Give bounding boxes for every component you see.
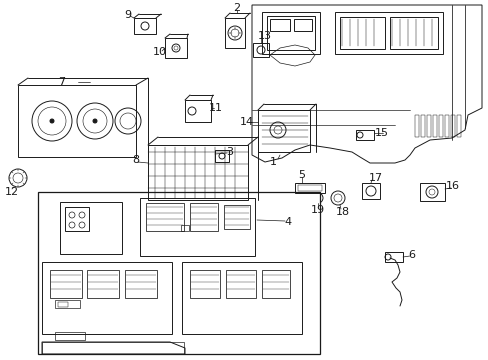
Bar — [252, 43, 268, 57]
Bar — [262, 270, 289, 298]
Bar — [419, 183, 444, 201]
Text: 7: 7 — [59, 77, 65, 87]
Bar — [426, 115, 430, 137]
Bar — [140, 198, 254, 256]
Bar — [184, 100, 210, 122]
Text: 2: 2 — [233, 3, 240, 13]
Bar — [182, 262, 302, 334]
Bar — [361, 183, 379, 199]
Text: 3: 3 — [226, 147, 233, 157]
Bar — [164, 38, 186, 58]
Bar — [215, 150, 228, 162]
Bar — [444, 115, 448, 137]
Bar — [125, 270, 157, 298]
Text: 19: 19 — [310, 205, 325, 215]
Bar — [65, 207, 89, 231]
Bar — [339, 17, 384, 49]
Bar — [432, 115, 436, 137]
Bar — [293, 19, 311, 31]
Text: 14: 14 — [240, 117, 254, 127]
Bar — [224, 205, 249, 229]
Text: 9: 9 — [124, 10, 131, 20]
Text: 17: 17 — [368, 173, 382, 183]
Bar — [438, 115, 442, 137]
Text: 15: 15 — [374, 128, 388, 138]
Bar — [420, 115, 424, 137]
Circle shape — [50, 119, 54, 123]
Bar — [224, 18, 244, 48]
Bar — [384, 252, 402, 262]
Bar — [87, 270, 119, 298]
Bar — [414, 115, 418, 137]
Bar — [294, 183, 325, 193]
Bar — [181, 225, 189, 231]
Bar — [225, 270, 256, 298]
Bar — [450, 115, 454, 137]
Text: 12: 12 — [5, 187, 19, 197]
Bar — [266, 16, 314, 50]
Bar — [42, 342, 183, 354]
Bar — [55, 332, 85, 340]
Text: 5: 5 — [298, 170, 305, 180]
Bar — [269, 19, 289, 31]
Bar — [60, 202, 122, 254]
Bar — [55, 300, 80, 308]
Bar — [334, 12, 442, 54]
Text: 1: 1 — [269, 157, 276, 167]
Text: 13: 13 — [258, 31, 271, 41]
Bar — [50, 270, 82, 298]
Text: 8: 8 — [132, 155, 139, 165]
Bar — [258, 110, 309, 152]
Circle shape — [93, 119, 97, 123]
Bar — [262, 12, 319, 54]
Bar — [58, 302, 68, 307]
Text: 10: 10 — [153, 47, 167, 57]
Bar — [148, 145, 247, 200]
Bar — [456, 115, 460, 137]
Bar — [190, 270, 220, 298]
Text: 4: 4 — [284, 217, 291, 227]
Bar — [146, 203, 183, 231]
Text: 6: 6 — [407, 250, 415, 260]
Bar — [389, 17, 437, 49]
Text: 16: 16 — [445, 181, 459, 191]
Bar — [134, 18, 156, 34]
Bar — [18, 85, 136, 157]
Bar — [38, 192, 319, 354]
Bar — [355, 130, 373, 140]
Bar — [190, 203, 218, 231]
Text: 11: 11 — [208, 103, 223, 113]
Text: 18: 18 — [335, 207, 349, 217]
Bar — [42, 262, 172, 334]
Bar — [297, 185, 321, 191]
